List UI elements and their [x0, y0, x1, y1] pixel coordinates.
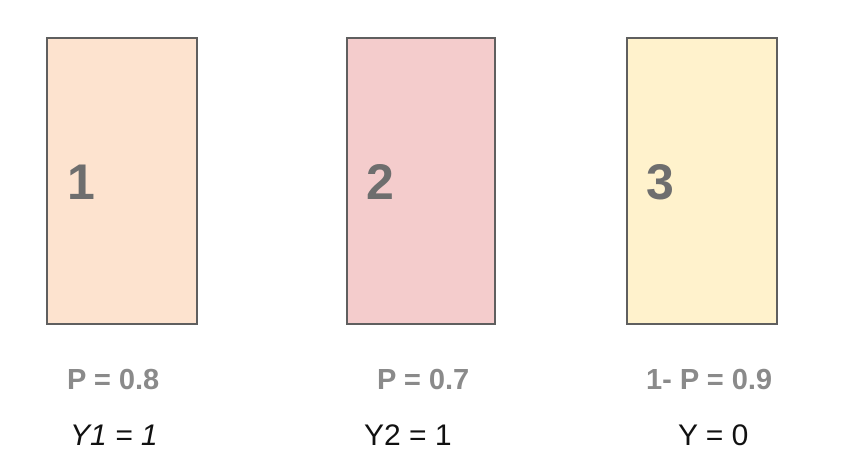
card-2-number: 2	[366, 154, 394, 210]
card-1	[46, 37, 198, 325]
card-3	[626, 37, 778, 325]
card-3-probability: 1- P = 0.9	[646, 364, 773, 396]
card-3-number: 3	[646, 154, 674, 210]
card-1-number: 1	[67, 154, 95, 210]
card-2-outcome: Y2 = 1	[364, 419, 452, 452]
card-2-probability: P = 0.7	[377, 364, 470, 396]
card-1-outcome: Y1 = 1	[70, 419, 158, 452]
card-2	[346, 37, 496, 325]
card-3-outcome: Y = 0	[678, 419, 749, 452]
card-1-probability: P = 0.8	[67, 364, 160, 396]
